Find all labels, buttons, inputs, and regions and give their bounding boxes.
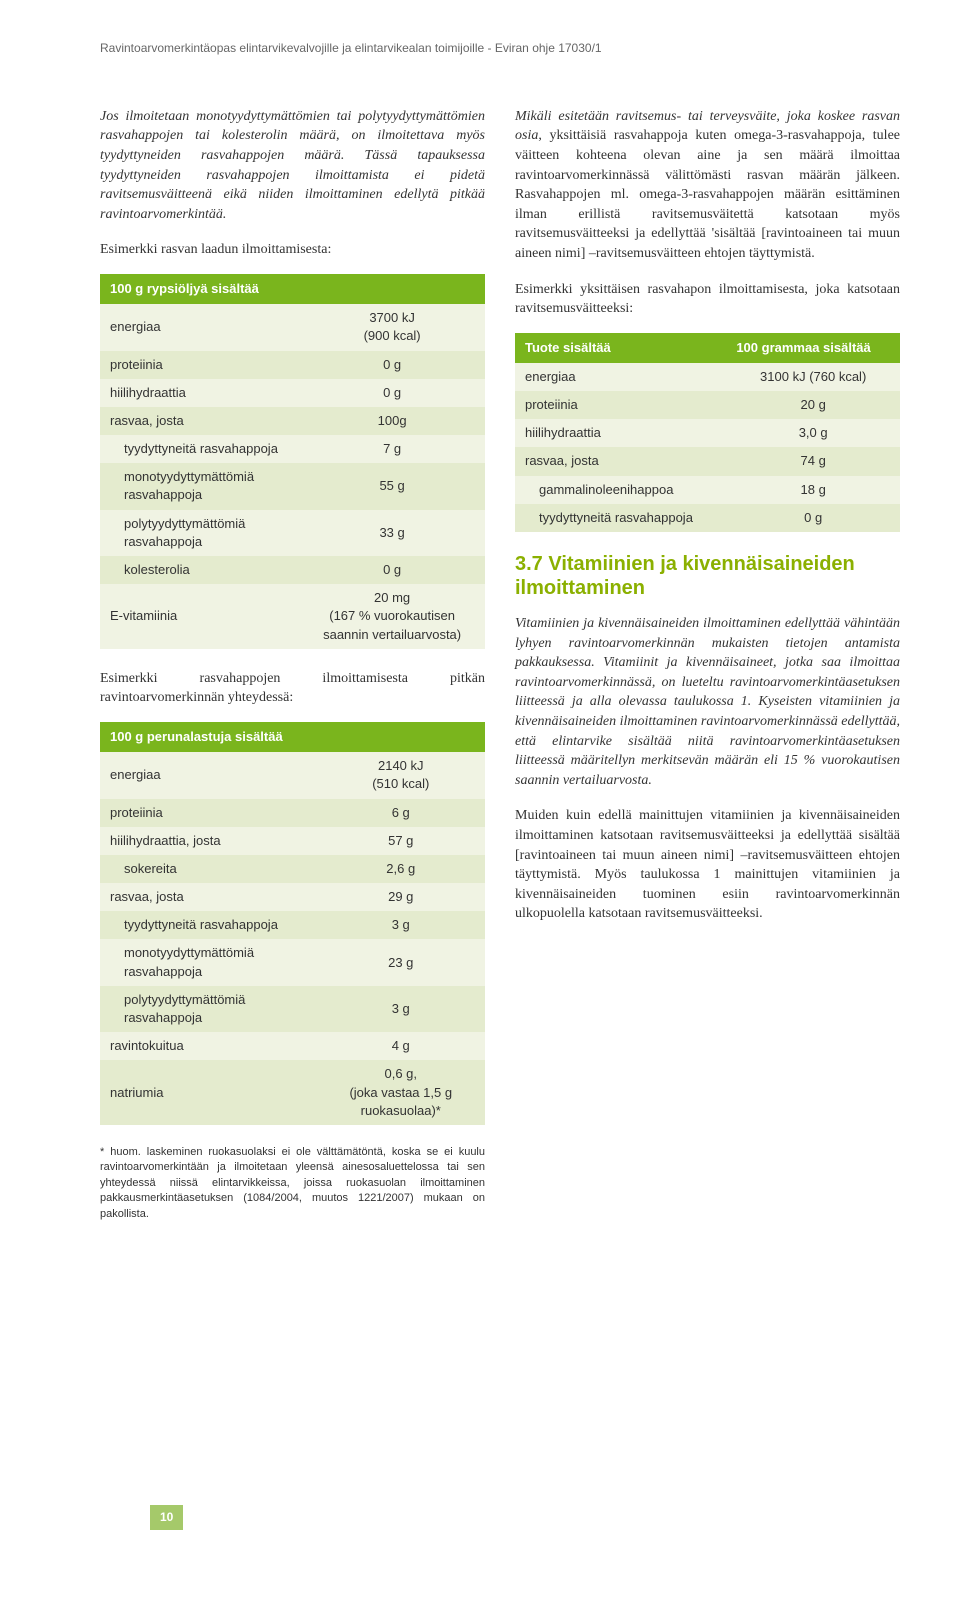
- nutrition-label: E-vitamiinia: [100, 584, 299, 649]
- table-row: hiilihydraattia3,0 g: [515, 419, 900, 447]
- left-para-1: Jos ilmoitetaan monotyydyttymättömien ta…: [100, 107, 485, 225]
- nutrition-label: tyydyttyneitä rasvahappoja: [100, 435, 299, 463]
- nutrition-label: hiilihydraattia, josta: [100, 827, 317, 855]
- nutrition-label: rasvaa, josta: [100, 883, 317, 911]
- table-row: rasvaa, josta100g: [100, 407, 485, 435]
- nutrition-value: 23 g: [317, 939, 485, 985]
- nutrition-value: 7 g: [299, 435, 485, 463]
- nutrition-value: 3 g: [317, 986, 485, 1032]
- table1-intro: Esimerkki rasvan laadun ilmoittamisesta:: [100, 240, 485, 260]
- nutrition-label: ravintokuitua: [100, 1032, 317, 1060]
- nutrition-label: sokereita: [100, 855, 317, 883]
- table-row: energiaa2140 kJ (510 kcal): [100, 752, 485, 798]
- nutrition-value: 3,0 g: [726, 419, 900, 447]
- nutrition-label: rasvaa, josta: [515, 447, 726, 475]
- table-row: gammalinoleenihappoa18 g: [515, 476, 900, 504]
- nutrition-value: 4 g: [317, 1032, 485, 1060]
- nutrition-value: 0 g: [299, 351, 485, 379]
- nutrition-label: energiaa: [100, 752, 317, 798]
- table3-header-1: Tuote sisältää: [515, 333, 726, 363]
- page-number-badge: 10: [150, 1505, 183, 1530]
- table2-footnote: * huom. laskeminen ruokasuolaksi ei ole …: [100, 1145, 485, 1222]
- nutrition-label: proteiinia: [100, 799, 317, 827]
- nutrition-label: tyydyttyneitä rasvahappoja: [100, 911, 317, 939]
- table1-header: 100 g rypsiöljyä sisältää: [100, 274, 485, 304]
- nutrition-label: proteiinia: [100, 351, 299, 379]
- nutrition-table-perunalastut: 100 g perunalastuja sisältää energiaa214…: [100, 722, 485, 1125]
- nutrition-label: natriumia: [100, 1060, 317, 1125]
- nutrition-value: 0,6 g, (joka vastaa 1,5 g ruokasuolaa)*: [317, 1060, 485, 1125]
- left-column: Jos ilmoitetaan monotyydyttymättömien ta…: [100, 107, 485, 1222]
- nutrition-table-rypsioljy: 100 g rypsiöljyä sisältää energiaa3700 k…: [100, 274, 485, 649]
- table-row: energiaa3700 kJ (900 kcal): [100, 304, 485, 350]
- two-column-layout: Jos ilmoitetaan monotyydyttymättömien ta…: [100, 107, 900, 1222]
- nutrition-value: 0 g: [726, 504, 900, 532]
- right-para-3: Muiden kuin edellä mainittujen vitamiini…: [515, 806, 900, 924]
- nutrition-value: 74 g: [726, 447, 900, 475]
- table-row: energiaa3100 kJ (760 kcal): [515, 363, 900, 391]
- table-row: monotyydyttymättömiä rasvahappoja55 g: [100, 463, 485, 509]
- nutrition-label: monotyydyttymättömiä rasvahappoja: [100, 939, 317, 985]
- table-row: rasvaa, josta74 g: [515, 447, 900, 475]
- right-para-1: Mikäli esitetään ravitsemus- tai terveys…: [515, 107, 900, 264]
- table3-intro: Esimerkki yksittäisen rasvahapon ilmoitt…: [515, 280, 900, 319]
- table-row: ravintokuitua4 g: [100, 1032, 485, 1060]
- table-row: natriumia0,6 g, (joka vastaa 1,5 g ruoka…: [100, 1060, 485, 1125]
- table-row: rasvaa, josta29 g: [100, 883, 485, 911]
- table-row: monotyydyttymättömiä rasvahappoja23 g: [100, 939, 485, 985]
- table-row: tyydyttyneitä rasvahappoja7 g: [100, 435, 485, 463]
- nutrition-label: tyydyttyneitä rasvahappoja: [515, 504, 726, 532]
- table2-intro: Esimerkki rasvahappojen ilmoittamisesta …: [100, 669, 485, 708]
- nutrition-value: 20 mg (167 % vuorokautisen saannin verta…: [299, 584, 485, 649]
- right-para-1-rest: , yksittäisiä rasvahappoja kuten omega-3…: [515, 128, 900, 261]
- table-row: kolesterolia0 g: [100, 556, 485, 584]
- table2-header: 100 g perunalastuja sisältää: [100, 722, 485, 752]
- nutrition-value: 3 g: [317, 911, 485, 939]
- nutrition-value: 3700 kJ (900 kcal): [299, 304, 485, 350]
- table-row: proteiinia20 g: [515, 391, 900, 419]
- nutrition-value: 3100 kJ (760 kcal): [726, 363, 900, 391]
- nutrition-label: energiaa: [100, 304, 299, 350]
- nutrition-label: polytyydyttymättömiä rasvahappoja: [100, 986, 317, 1032]
- table-row: hiilihydraattia0 g: [100, 379, 485, 407]
- nutrition-value: 0 g: [299, 379, 485, 407]
- document-header: Ravintoarvomerkintäopas elintarvikevalvo…: [100, 40, 900, 57]
- table-row: sokereita2,6 g: [100, 855, 485, 883]
- nutrition-label: polytyydyttymättömiä rasvahappoja: [100, 510, 299, 556]
- nutrition-label: energiaa: [515, 363, 726, 391]
- nutrition-value: 6 g: [317, 799, 485, 827]
- table-row: E-vitamiinia20 mg (167 % vuorokautisen s…: [100, 584, 485, 649]
- nutrition-label: rasvaa, josta: [100, 407, 299, 435]
- nutrition-value: 100g: [299, 407, 485, 435]
- nutrition-value: 18 g: [726, 476, 900, 504]
- nutrition-label: gammalinoleenihappoa: [515, 476, 726, 504]
- table-row: proteiinia6 g: [100, 799, 485, 827]
- nutrition-label: monotyydyttymättömiä rasvahappoja: [100, 463, 299, 509]
- table-row: tyydyttyneitä rasvahappoja0 g: [515, 504, 900, 532]
- nutrition-value: 33 g: [299, 510, 485, 556]
- nutrition-value: 0 g: [299, 556, 485, 584]
- nutrition-label: proteiinia: [515, 391, 726, 419]
- table-row: hiilihydraattia, josta57 g: [100, 827, 485, 855]
- nutrition-label: hiilihydraattia: [515, 419, 726, 447]
- nutrition-value: 57 g: [317, 827, 485, 855]
- nutrition-value: 55 g: [299, 463, 485, 509]
- nutrition-table-tuote: Tuote sisältää 100 grammaa sisältää ener…: [515, 333, 900, 532]
- nutrition-value: 2140 kJ (510 kcal): [317, 752, 485, 798]
- table-row: polytyydyttymättömiä rasvahappoja33 g: [100, 510, 485, 556]
- nutrition-value: 29 g: [317, 883, 485, 911]
- right-para-2: Vitamiinien ja kivennäisaineiden ilmoitt…: [515, 614, 900, 790]
- nutrition-value: 2,6 g: [317, 855, 485, 883]
- section-heading-3-7: 3.7 Vitamiinien ja kivennäisaineiden ilm…: [515, 552, 900, 600]
- right-column: Mikäli esitetään ravitsemus- tai terveys…: [515, 107, 900, 1222]
- table-row: tyydyttyneitä rasvahappoja3 g: [100, 911, 485, 939]
- table-row: proteiinia0 g: [100, 351, 485, 379]
- table-row: polytyydyttymättömiä rasvahappoja3 g: [100, 986, 485, 1032]
- nutrition-value: 20 g: [726, 391, 900, 419]
- table3-header-2: 100 grammaa sisältää: [726, 333, 900, 363]
- nutrition-label: hiilihydraattia: [100, 379, 299, 407]
- nutrition-label: kolesterolia: [100, 556, 299, 584]
